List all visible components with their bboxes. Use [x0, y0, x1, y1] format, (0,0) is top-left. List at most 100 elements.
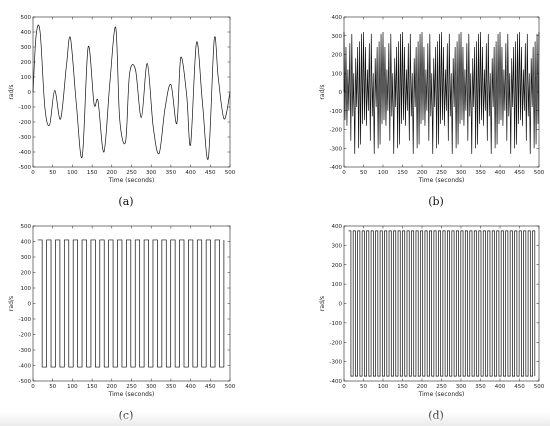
- x-tick-label: 300: [456, 170, 467, 176]
- panel-caption: (b): [428, 195, 444, 208]
- y-tick-label: 300: [332, 34, 343, 40]
- x-tick-label: 300: [146, 384, 157, 390]
- y-tick-label: 200: [332, 53, 343, 59]
- panel-caption: (a): [118, 195, 133, 208]
- x-tick-label: 500: [534, 384, 545, 390]
- x-tick-label: 0: [31, 384, 35, 390]
- x-tick-label: 450: [514, 170, 525, 176]
- y-axis-label: rad/s: [8, 296, 15, 311]
- x-tick-label: 150: [397, 384, 408, 390]
- x-tick-label: 250: [436, 384, 447, 390]
- x-tick-label: 250: [436, 170, 447, 176]
- y-tick-label: -400: [330, 165, 343, 171]
- x-tick-label: 0: [31, 170, 35, 176]
- x-tick-label: 150: [87, 384, 98, 390]
- y-tick-label: -200: [330, 340, 343, 346]
- y-tick-label: 500: [21, 15, 32, 21]
- x-tick-label: 500: [225, 384, 236, 390]
- y-tick-label: 400: [332, 224, 343, 230]
- x-tick-label: 400: [185, 170, 196, 176]
- y-tick-label: 100: [21, 286, 32, 292]
- y-tick-label: -300: [19, 135, 32, 141]
- y-tick-label: 300: [21, 45, 32, 51]
- x-tick-label: 50: [360, 170, 367, 176]
- chart-panel: 0 50 100 150 200 250 300 350 400 450 500 -400 -300 -2…: [319, 224, 545, 422]
- x-tick-label: 50: [49, 170, 56, 176]
- x-tick-label: 100: [378, 170, 389, 176]
- x-tick-label: 50: [360, 384, 367, 390]
- chart-panel: 0 50 100 150 200 250 300 350 400 450 500 -500 -400 -3…: [8, 224, 236, 422]
- plot-frame: [32, 16, 231, 168]
- y-tick-label: -400: [19, 364, 32, 370]
- x-tick-label: 500: [534, 170, 545, 176]
- x-tick-label: 100: [67, 384, 78, 390]
- x-axis-label: Time (seconds): [108, 391, 155, 398]
- x-tick-label: 150: [397, 170, 408, 176]
- bottom-edge-shading: [0, 412, 550, 426]
- series-line: [348, 230, 536, 377]
- y-tick-label: 100: [332, 71, 343, 77]
- x-tick-label: 0: [342, 384, 346, 390]
- y-tick-label: 400: [21, 240, 32, 246]
- x-tick-label: 250: [126, 384, 137, 390]
- x-tick-label: 300: [146, 170, 157, 176]
- x-axis-label: Time (seconds): [418, 177, 465, 184]
- y-tick-label: 0: [28, 302, 32, 308]
- y-tick-label: 200: [332, 263, 343, 269]
- y-tick-label: 100: [21, 75, 32, 81]
- x-tick-label: 300: [456, 384, 467, 390]
- x-tick-label: 150: [87, 170, 98, 176]
- y-tick-label: 0: [339, 302, 343, 308]
- x-tick-label: 100: [67, 170, 78, 176]
- y-tick-label: -200: [19, 120, 32, 126]
- y-tick-label: -200: [330, 128, 343, 134]
- x-tick-label: 100: [378, 384, 389, 390]
- x-tick-label: 500: [225, 170, 236, 176]
- y-axis-label: rad/s: [319, 84, 326, 99]
- x-tick-label: 50: [49, 384, 56, 390]
- y-tick-label: 400: [21, 30, 32, 36]
- series-line: [37, 239, 225, 368]
- y-axis-label: rad/s: [319, 296, 326, 311]
- y-tick-label: -400: [19, 150, 32, 156]
- y-tick-label: -100: [330, 321, 343, 327]
- x-tick-label: 400: [185, 384, 196, 390]
- y-tick-label: 0: [339, 90, 343, 96]
- y-axis-label: rad/s: [8, 84, 15, 99]
- x-tick-label: 350: [475, 170, 486, 176]
- y-tick-label: 200: [21, 60, 32, 66]
- y-tick-label: -500: [19, 379, 32, 385]
- x-tick-label: 350: [166, 170, 177, 176]
- y-tick-label: -100: [19, 105, 32, 111]
- y-tick-label: 500: [21, 224, 32, 230]
- chart-panel: 0 50 100 150 200 250 300 350 400 450 500 -500 -400 -3…: [8, 15, 236, 208]
- chart-panel: 0 50 100 150 200 250 300 350 400 450 500 -400 -300 -2…: [319, 15, 545, 208]
- y-tick-label: 100: [332, 282, 343, 288]
- y-tick-label: -100: [330, 109, 343, 115]
- y-tick-label: -100: [19, 317, 32, 323]
- x-tick-label: 0: [342, 170, 346, 176]
- y-tick-label: 300: [332, 243, 343, 249]
- series-line: [32, 24, 231, 160]
- y-tick-label: 200: [21, 271, 32, 277]
- y-tick-label: 300: [21, 255, 32, 261]
- x-tick-label: 200: [107, 384, 118, 390]
- plot-frame: [32, 225, 231, 382]
- x-tick-label: 400: [495, 170, 506, 176]
- y-tick-label: 400: [332, 15, 343, 21]
- x-tick-label: 450: [205, 384, 216, 390]
- x-tick-label: 350: [475, 384, 486, 390]
- y-tick-label: -300: [330, 146, 343, 152]
- x-tick-label: 200: [417, 384, 428, 390]
- x-tick-label: 450: [205, 170, 216, 176]
- y-tick-label: -500: [19, 165, 32, 171]
- y-tick-label: -400: [330, 379, 343, 385]
- x-tick-label: 250: [126, 170, 137, 176]
- y-tick-label: -300: [19, 348, 32, 354]
- x-tick-label: 200: [107, 170, 118, 176]
- x-axis-label: Time (seconds): [418, 391, 465, 398]
- x-tick-label: 350: [166, 384, 177, 390]
- series-line: [343, 31, 540, 154]
- y-tick-label: -200: [19, 333, 32, 339]
